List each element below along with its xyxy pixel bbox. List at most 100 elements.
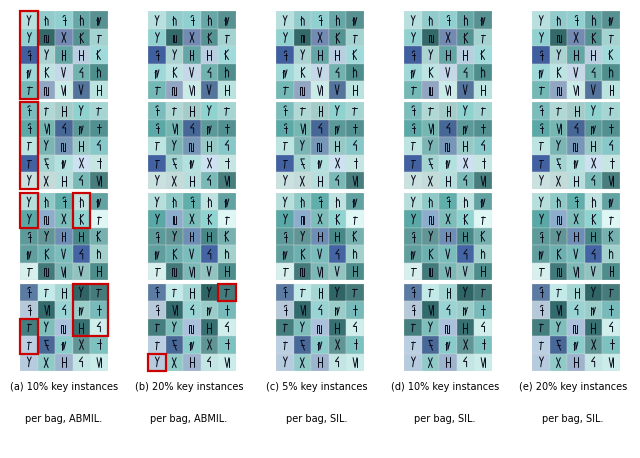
Bar xyxy=(329,29,346,46)
Bar xyxy=(311,64,329,81)
Bar xyxy=(404,228,422,245)
Bar xyxy=(439,11,457,29)
Bar xyxy=(20,11,38,29)
Bar xyxy=(329,81,346,99)
Bar xyxy=(457,137,474,154)
Bar xyxy=(550,319,568,336)
Bar xyxy=(311,193,329,210)
Bar xyxy=(474,46,492,64)
Bar xyxy=(550,301,568,319)
Bar xyxy=(90,11,108,29)
Bar xyxy=(276,46,294,64)
Bar xyxy=(148,354,166,371)
Bar xyxy=(276,245,294,263)
Bar xyxy=(90,64,108,81)
Bar xyxy=(568,301,585,319)
Bar xyxy=(90,245,108,263)
Bar xyxy=(20,284,38,301)
Bar xyxy=(276,102,294,120)
Bar xyxy=(422,11,439,29)
Bar xyxy=(294,11,311,29)
Bar xyxy=(568,46,585,64)
Bar xyxy=(90,29,108,46)
Bar xyxy=(439,64,457,81)
Bar xyxy=(183,172,201,190)
Bar xyxy=(568,11,585,29)
Bar xyxy=(346,29,364,46)
Bar xyxy=(294,354,311,371)
Bar xyxy=(276,354,294,371)
Bar xyxy=(404,336,422,354)
Bar xyxy=(602,154,620,172)
Bar xyxy=(20,319,38,336)
Bar xyxy=(585,193,602,210)
Bar xyxy=(422,228,439,245)
Bar xyxy=(148,11,166,29)
Bar xyxy=(346,263,364,280)
Bar xyxy=(294,193,311,210)
Bar xyxy=(346,137,364,154)
Bar xyxy=(585,137,602,154)
Bar xyxy=(148,336,166,354)
Bar xyxy=(311,29,329,46)
Bar xyxy=(602,245,620,263)
Bar xyxy=(457,354,474,371)
Bar xyxy=(532,154,550,172)
Bar xyxy=(38,46,55,64)
Bar xyxy=(550,263,568,280)
Bar xyxy=(55,301,72,319)
Bar xyxy=(20,336,38,354)
Bar xyxy=(329,301,346,319)
Bar xyxy=(218,120,236,137)
Bar xyxy=(90,228,108,245)
Bar xyxy=(585,284,602,301)
Bar xyxy=(201,137,218,154)
Bar xyxy=(20,46,38,64)
Bar xyxy=(183,11,201,29)
Bar xyxy=(72,64,90,81)
Bar xyxy=(201,245,218,263)
Bar xyxy=(72,193,90,210)
Bar xyxy=(201,120,218,137)
Bar xyxy=(38,193,55,210)
Bar xyxy=(329,319,346,336)
Bar xyxy=(166,11,183,29)
Bar xyxy=(457,29,474,46)
Bar xyxy=(148,284,166,301)
Bar xyxy=(346,245,364,263)
Bar xyxy=(311,301,329,319)
Bar xyxy=(532,137,550,154)
Bar xyxy=(148,301,166,319)
Bar xyxy=(568,228,585,245)
Bar xyxy=(404,193,422,210)
Text: per bag, SIL.: per bag, SIL. xyxy=(542,414,604,425)
Bar xyxy=(72,245,90,263)
Bar xyxy=(457,284,474,301)
Bar xyxy=(346,354,364,371)
Bar xyxy=(201,336,218,354)
Bar xyxy=(20,193,38,210)
Bar xyxy=(474,336,492,354)
Bar xyxy=(568,319,585,336)
Bar xyxy=(72,81,90,99)
Bar xyxy=(457,301,474,319)
Bar xyxy=(276,336,294,354)
Bar xyxy=(439,336,457,354)
Bar xyxy=(183,228,201,245)
Bar xyxy=(439,319,457,336)
Bar xyxy=(20,120,38,137)
Bar xyxy=(439,193,457,210)
Bar xyxy=(38,301,55,319)
Text: per bag, ABMIL.: per bag, ABMIL. xyxy=(26,414,102,425)
Bar xyxy=(311,46,329,64)
Bar xyxy=(474,193,492,210)
Bar xyxy=(602,263,620,280)
Bar xyxy=(474,301,492,319)
Bar xyxy=(550,102,568,120)
Bar xyxy=(294,154,311,172)
Bar xyxy=(20,301,38,319)
Bar xyxy=(166,137,183,154)
Bar xyxy=(568,120,585,137)
Bar xyxy=(457,120,474,137)
Bar xyxy=(55,46,72,64)
